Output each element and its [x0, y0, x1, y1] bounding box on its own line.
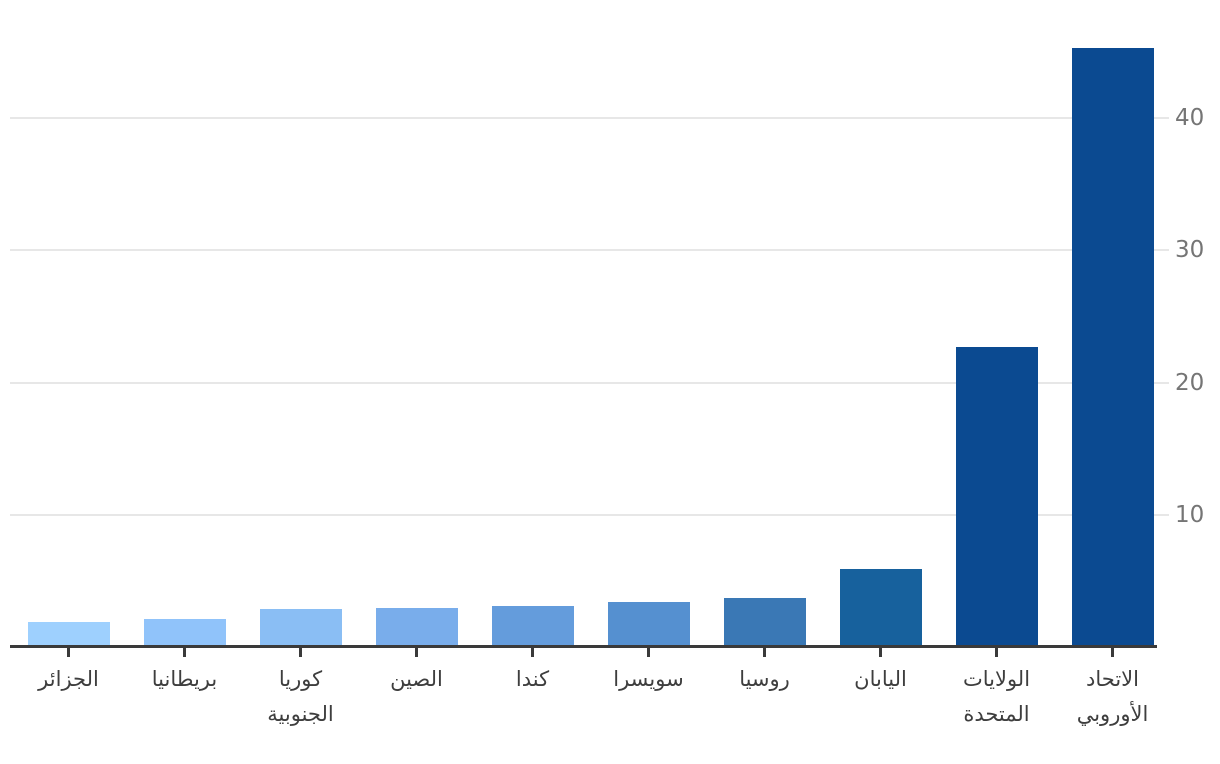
x-axis-line	[10, 645, 1157, 648]
x-label-line: المتحدة	[963, 702, 1030, 726]
x-label-japan: اليابان	[819, 662, 943, 697]
y-tick-label-20: 20	[1175, 369, 1205, 396]
bar-united-states	[955, 346, 1038, 645]
x-label-russia: روسيا	[703, 662, 827, 697]
x-tick-britain	[183, 648, 186, 657]
x-label-line: روسيا	[739, 667, 790, 691]
x-label-britain: بريطانيا	[123, 662, 247, 697]
bar-switzerland	[607, 602, 690, 645]
bar-south-korea	[259, 608, 342, 645]
bar-japan	[839, 569, 922, 645]
gridline-40	[10, 117, 1169, 119]
bar-canada	[491, 606, 574, 645]
gridline-30	[10, 249, 1169, 252]
bar-russia	[723, 598, 806, 645]
x-tick-china	[415, 648, 418, 657]
x-tick-european-union	[1111, 648, 1114, 657]
x-label-switzerland: سويسرا	[587, 662, 711, 697]
bar-algeria	[27, 622, 110, 645]
x-label-line: سويسرا	[613, 667, 684, 691]
x-label-south-korea: كوريا الجنوبية	[239, 662, 363, 732]
x-tick-switzerland	[647, 648, 650, 657]
y-tick-label-40: 40	[1175, 105, 1205, 131]
x-label-line: الاتحاد	[1086, 667, 1139, 691]
y-tick-label-30: 30	[1175, 237, 1205, 264]
bar-european-union	[1071, 47, 1154, 645]
x-label-line: الجزائر	[38, 667, 99, 691]
gridline-20	[10, 381, 1169, 384]
x-tick-united-states	[995, 648, 998, 657]
bar-britain	[143, 619, 226, 645]
x-label-european-union: الاتحاد الأوروبي	[1051, 662, 1175, 732]
x-label-line: الجنوبية	[267, 702, 334, 726]
x-label-line: الأوروبي	[1076, 702, 1149, 726]
x-tick-canada	[531, 648, 534, 657]
x-label-line: بريطانيا	[151, 667, 218, 691]
x-label-line: الصين	[390, 667, 443, 691]
x-label-line: الولايات	[962, 667, 1031, 691]
x-label-algeria: الجزائر	[7, 662, 131, 697]
x-label-united-states: الولايات المتحدة	[935, 662, 1059, 732]
y-tick-label-10: 10	[1175, 501, 1205, 528]
bar-china	[375, 607, 458, 645]
x-tick-south-korea	[299, 648, 302, 657]
gridline-10	[10, 513, 1169, 516]
x-tick-algeria	[67, 648, 70, 657]
x-label-canada: كندا	[471, 662, 595, 697]
x-label-china: الصين	[355, 662, 479, 697]
x-label-line: كوريا	[278, 667, 323, 691]
x-label-line: كندا	[515, 667, 550, 691]
x-tick-russia	[763, 648, 766, 657]
x-label-line: اليابان	[854, 667, 907, 691]
x-tick-japan	[879, 648, 882, 657]
